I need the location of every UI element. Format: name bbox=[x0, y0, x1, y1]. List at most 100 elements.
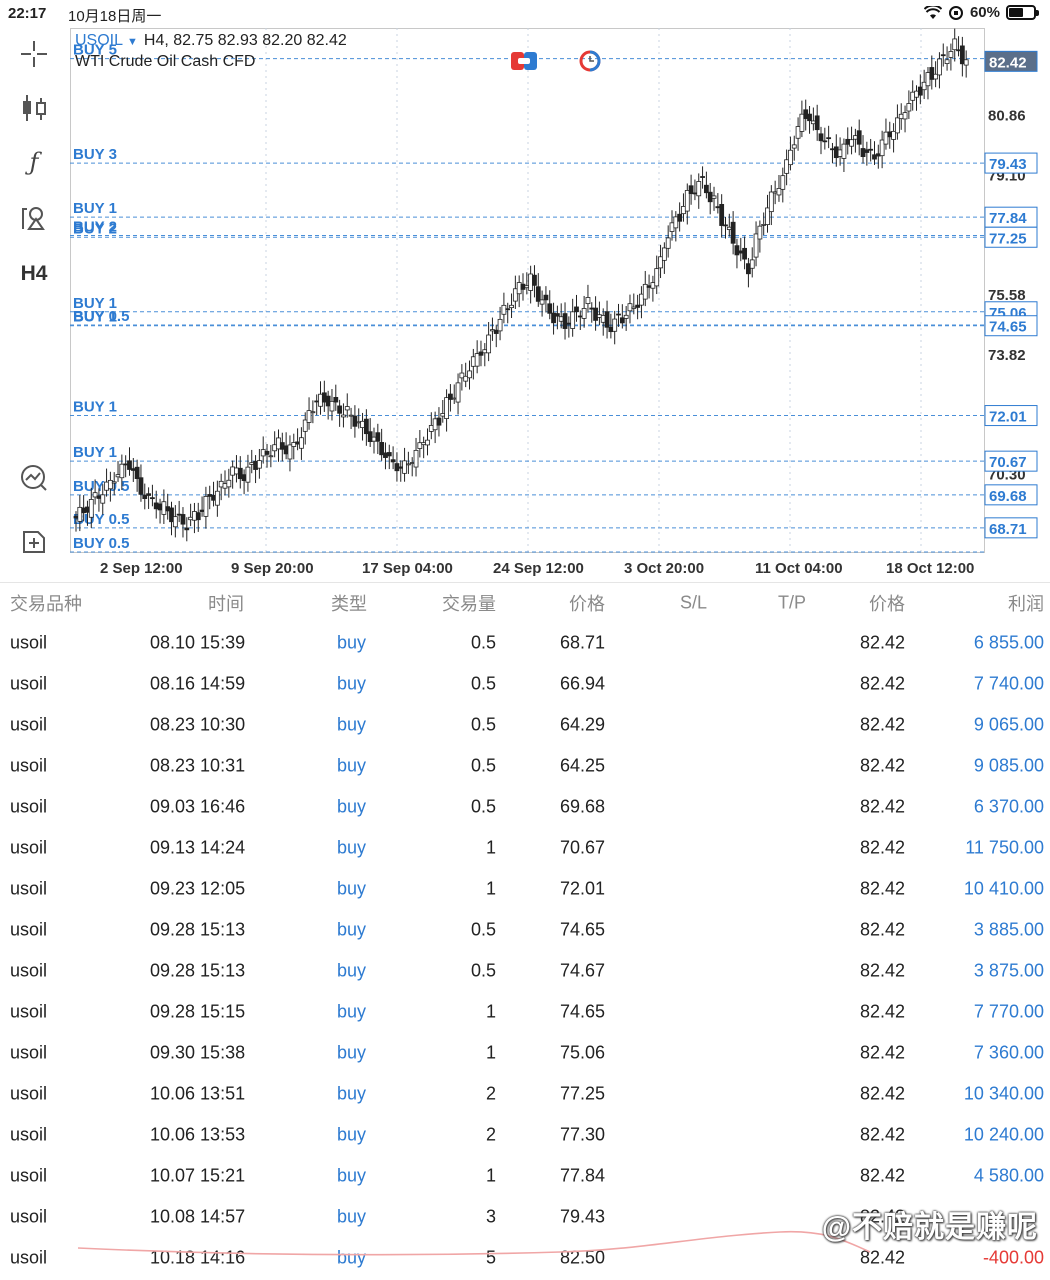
table-row[interactable]: usoil 09.28 15:15 buy 1 74.65 82.42 7 770.00 bbox=[0, 991, 1050, 1032]
candle-body bbox=[184, 527, 190, 531]
order-price-box bbox=[984, 405, 1038, 427]
candle-body bbox=[333, 396, 339, 403]
table-row[interactable]: usoil 10.07 15:21 buy 1 77.84 82.42 4 580.00 bbox=[0, 1155, 1050, 1196]
cell-current-price: 82.42 bbox=[859, 1001, 905, 1021]
cell-symbol: usoil bbox=[10, 1206, 48, 1226]
table-row[interactable]: usoil 09.23 12:05 buy 1 72.01 82.42 10 410.00 bbox=[0, 868, 1050, 909]
candlestick-icon[interactable] bbox=[14, 88, 54, 128]
candle-body bbox=[788, 149, 793, 166]
header-symbol[interactable]: 交易品种 bbox=[10, 593, 82, 614]
table-row[interactable]: usoil 10.06 13:51 buy 2 77.25 82.42 10 340.00 bbox=[0, 1073, 1050, 1114]
trades-table: 交易品种 时间 类型 交易量 价格 S/L T/P 价格 利润 usoil 08.… bbox=[0, 582, 1050, 1278]
candle-body bbox=[612, 318, 618, 332]
symbol-selector[interactable]: USOIL bbox=[75, 32, 124, 49]
timeframe-button[interactable]: H4 bbox=[20, 262, 48, 285]
candle-body bbox=[150, 497, 155, 500]
table-row[interactable]: usoil 09.28 15:13 buy 0.5 74.65 82.42 3 885.00 bbox=[0, 909, 1050, 950]
chevron-down-icon[interactable]: ▼ bbox=[127, 36, 138, 48]
candle-body bbox=[600, 315, 606, 323]
order-line-label: BUY 1 bbox=[73, 200, 117, 217]
candle-body bbox=[455, 382, 461, 403]
candle-body bbox=[535, 286, 541, 302]
cell-profit: 3 885.00 bbox=[973, 919, 1044, 939]
market-clock-icon[interactable] bbox=[576, 50, 604, 72]
chart-canvas[interactable]: 2 Sep 12:00 9 Sep 20:00 17 Sep 04:00 24 Sep… bbox=[70, 28, 1050, 580]
candle-body bbox=[234, 467, 239, 475]
candle-body bbox=[203, 496, 209, 517]
header-tp[interactable]: T/P bbox=[778, 592, 807, 612]
crosshair-icon[interactable] bbox=[14, 34, 54, 74]
header-open-price[interactable]: 价格 bbox=[569, 593, 605, 614]
candle-body bbox=[344, 406, 350, 411]
candle-body bbox=[96, 495, 102, 499]
one-click-trading-icon[interactable] bbox=[510, 50, 538, 72]
table-row[interactable]: usoil 09.13 14:24 buy 1 70.67 82.42 11 750.00 bbox=[0, 827, 1050, 868]
candle-body bbox=[497, 318, 503, 332]
wifi-icon bbox=[923, 5, 942, 19]
cell-symbol: usoil bbox=[10, 1124, 48, 1144]
candle-body bbox=[956, 49, 961, 52]
cell-profit: 11 750.00 bbox=[965, 837, 1044, 857]
candle-body bbox=[688, 185, 694, 195]
cell-type: buy bbox=[337, 1206, 367, 1226]
candle-body bbox=[692, 192, 698, 195]
candle-body bbox=[100, 494, 106, 504]
table-row[interactable]: usoil 08.16 14:59 buy 0.5 66.94 82.42 7 740.00 bbox=[0, 663, 1050, 704]
table-row[interactable]: usoil 10.06 13:53 buy 2 77.30 82.42 10 240.00 bbox=[0, 1114, 1050, 1155]
candle-body bbox=[306, 410, 312, 423]
header-sl[interactable]: S/L bbox=[680, 592, 708, 612]
candle-body bbox=[367, 431, 373, 443]
objects-icon[interactable] bbox=[14, 198, 54, 238]
cell-profit: 10 340.00 bbox=[963, 1083, 1044, 1103]
candle-body bbox=[207, 494, 213, 497]
candle-body bbox=[264, 450, 270, 455]
candle-body bbox=[436, 417, 442, 426]
candle-body bbox=[791, 144, 797, 149]
cell-symbol: usoil bbox=[10, 837, 48, 857]
price-chart[interactable]: 2 Sep 12:00 9 Sep 20:00 17 Sep 04:00 24 Sep… bbox=[70, 28, 1050, 580]
header-current-price[interactable]: 价格 bbox=[869, 593, 905, 614]
candle-body bbox=[169, 507, 174, 523]
cell-open-price: 69.68 bbox=[559, 796, 605, 816]
header-volume[interactable]: 交易量 bbox=[442, 593, 496, 614]
table-row[interactable]: usoil 08.10 15:39 buy 0.5 68.71 82.42 6 855.00 bbox=[0, 622, 1050, 663]
cell-time: 09.28 15:15 bbox=[150, 1001, 246, 1021]
candle-body bbox=[146, 493, 151, 496]
candle-body bbox=[524, 285, 530, 289]
table-row[interactable]: usoil 08.23 10:31 buy 0.5 64.25 82.42 9 085.00 bbox=[0, 745, 1050, 786]
candle-body bbox=[631, 306, 637, 309]
candle-body bbox=[192, 511, 197, 521]
table-row[interactable]: usoil 08.23 10:30 buy 0.5 64.29 82.42 9 065.00 bbox=[0, 704, 1050, 745]
candle-body bbox=[684, 190, 690, 212]
candle-body bbox=[195, 512, 201, 521]
header-type[interactable]: 类型 bbox=[331, 593, 367, 614]
table-row[interactable]: usoil 10.08 14:57 buy 3 79.43 82.42 bbox=[0, 1196, 1050, 1237]
cell-current-price: 82.42 bbox=[859, 1124, 905, 1144]
cell-symbol: usoil bbox=[10, 1042, 48, 1062]
header-time[interactable]: 时间 bbox=[208, 593, 244, 614]
trade-chart-icon[interactable] bbox=[14, 458, 54, 498]
candle-body bbox=[287, 444, 293, 460]
order-price-label: 68.71 bbox=[989, 521, 1027, 538]
cell-symbol: usoil bbox=[10, 1165, 48, 1185]
header-profit[interactable]: 利润 bbox=[1008, 593, 1044, 614]
candle-body bbox=[723, 224, 728, 227]
candle-body bbox=[715, 206, 721, 209]
candle-body bbox=[849, 139, 854, 147]
battery-icon bbox=[1006, 5, 1039, 20]
candle-body bbox=[295, 441, 300, 445]
candle-body bbox=[952, 38, 958, 51]
table-row[interactable]: usoil 09.28 15:13 buy 0.5 74.67 82.42 3 875.00 bbox=[0, 950, 1050, 991]
new-order-icon[interactable] bbox=[14, 522, 54, 562]
cell-time: 09.28 15:13 bbox=[150, 960, 246, 980]
table-header: 交易品种 时间 类型 交易量 价格 S/L T/P 价格 利润 bbox=[0, 582, 1050, 622]
table-row[interactable]: usoil 09.30 15:38 buy 1 75.06 82.42 7 360.00 bbox=[0, 1032, 1050, 1073]
table-row[interactable]: usoil 09.03 16:46 buy 0.5 69.68 82.42 6 370.00 bbox=[0, 786, 1050, 827]
candle-body bbox=[707, 191, 713, 203]
indicator-f-icon[interactable]: ƒ bbox=[29, 148, 39, 176]
order-price-label: 77.25 bbox=[989, 230, 1027, 247]
candle-body bbox=[852, 135, 858, 140]
order-line-label: BUY 0.5 bbox=[73, 478, 129, 495]
cell-type: buy bbox=[337, 837, 367, 857]
candle-body bbox=[604, 311, 610, 328]
